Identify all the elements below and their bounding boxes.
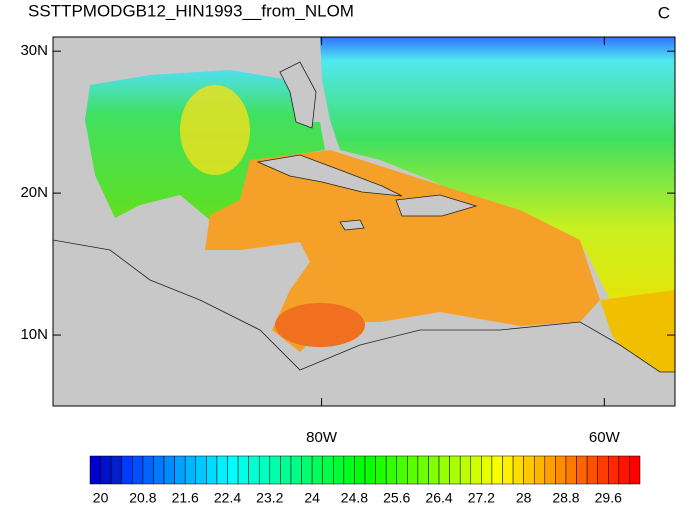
colorbar-box	[163, 455, 175, 485]
colorbar-box	[333, 455, 345, 485]
colorbar-box	[195, 455, 207, 485]
map-frame	[52, 36, 676, 407]
colorbar-box	[533, 455, 546, 485]
colorbar-box	[343, 455, 355, 485]
colorbar-box	[470, 455, 482, 485]
colorbar-label: 20.8	[129, 490, 156, 506]
colorbar-box	[121, 455, 133, 485]
caribbean-sea	[205, 150, 600, 352]
colorbar-box	[354, 455, 366, 485]
colorbar-label: 22.4	[214, 490, 241, 506]
florida	[279, 61, 317, 129]
colorbar-box	[311, 455, 323, 485]
colorbar-box	[227, 455, 239, 485]
colorbar-box	[629, 455, 641, 485]
south-atlantic-ocean	[600, 290, 675, 378]
colorbar-box	[258, 455, 271, 485]
colorbar-box	[428, 455, 440, 485]
atlantic-ocean	[320, 37, 675, 330]
colorbar-box	[544, 455, 556, 485]
colorbar-box	[216, 455, 228, 485]
x-tick-label: 80W	[306, 429, 338, 446]
colorbar-box	[417, 455, 429, 485]
colorbar-label: 29.6	[595, 490, 622, 506]
colorbar-box	[491, 455, 503, 485]
sst-field	[53, 37, 675, 406]
colorbar-box	[184, 455, 197, 485]
colorbar-box	[597, 455, 609, 485]
colorbar-box	[565, 455, 577, 485]
colorbar-box	[396, 455, 408, 485]
south-central-america	[53, 239, 675, 406]
units-label: C	[658, 3, 670, 22]
colorbar-box	[523, 455, 535, 485]
colorbar-label: 23.2	[256, 490, 283, 506]
x-tick-label: 60W	[589, 429, 621, 446]
colorbar-box	[174, 455, 186, 485]
colorbar-box	[608, 455, 620, 485]
colorbar-box	[100, 455, 112, 485]
colorbar-label: 25.6	[383, 490, 410, 506]
colorbar-box	[459, 455, 472, 485]
colorbar-box	[110, 455, 122, 485]
colorbar-box	[142, 455, 154, 485]
y-tick-label: 30N	[20, 42, 48, 59]
colorbar-box	[618, 455, 630, 485]
colorbar-box	[481, 455, 493, 485]
colorbar-box	[502, 455, 514, 485]
colorbar-box	[449, 455, 461, 485]
y-tick-label: 20N	[20, 184, 48, 201]
cuba	[256, 154, 403, 197]
colorbar-box	[206, 455, 218, 485]
colorbar-box	[407, 455, 419, 485]
y-tick-label: 10N	[20, 326, 48, 343]
colorbar-box	[385, 455, 397, 485]
colorbar-box	[301, 455, 313, 485]
map-title: SSTTPMODGB12_HIN1993__from_NLOM	[28, 1, 354, 20]
colorbar-box	[153, 455, 165, 485]
jamaica	[339, 219, 365, 231]
colorbar-box	[555, 455, 567, 485]
colorbar-box	[375, 455, 387, 485]
caribbean-warm-core	[275, 303, 365, 347]
colorbar-box	[280, 455, 292, 485]
colorbar-box	[438, 455, 450, 485]
colorbar-box	[364, 455, 376, 485]
colorbar-label: 28.8	[552, 490, 579, 506]
colorbar-box	[89, 455, 101, 485]
colorbar-box	[237, 455, 249, 485]
colorbar-box	[132, 455, 144, 485]
hispaniola	[395, 194, 478, 217]
colorbar-box	[576, 455, 588, 485]
colorbar-label: 26.4	[425, 490, 452, 506]
colorbar-label: 20	[93, 490, 109, 506]
colorbar-label: 28	[516, 490, 532, 506]
colorbar-box	[512, 455, 524, 485]
colorbar-box	[269, 455, 281, 485]
colorbar-box	[248, 455, 260, 485]
colorbar-box	[322, 455, 334, 485]
colorbar-label: 24.8	[341, 490, 368, 506]
colorbar-label: 27.2	[468, 490, 495, 506]
gulf-warm-plume	[180, 85, 250, 175]
colorbar-label: 24	[304, 490, 320, 506]
colorbar-label: 21.6	[172, 490, 199, 506]
colorbar-box	[586, 455, 598, 485]
colorbar-box	[290, 455, 302, 485]
